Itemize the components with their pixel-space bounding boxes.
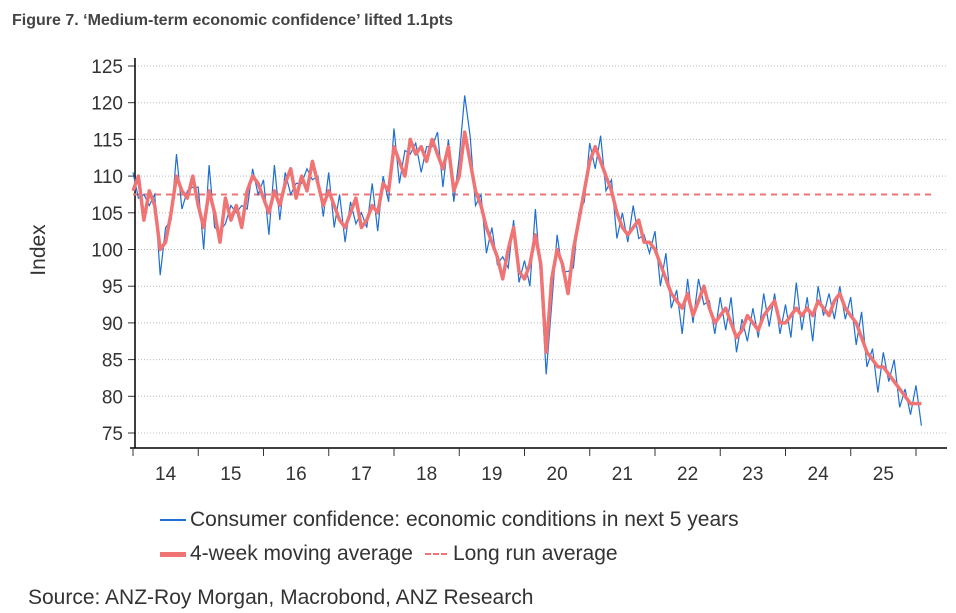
y-tick-label: 100	[91, 241, 123, 262]
legend-swatch-blue	[160, 519, 186, 521]
y-axis-label: Index	[27, 224, 50, 276]
line-chart: 75 80 85 90 95 100 105 110 115 120 125 14 15 16 17 18 19…	[27, 57, 947, 485]
x-tick-label: 22	[677, 464, 698, 485]
x-tick-label: 17	[351, 464, 372, 485]
x-tick-label: 16	[286, 464, 307, 485]
x-tick-label: 24	[808, 464, 830, 485]
y-tick-label: 110	[93, 167, 123, 188]
x-tick-label: 19	[481, 464, 502, 485]
legend-item-ma: 4-week moving average Long run average	[160, 542, 618, 566]
x-tick-label: 18	[416, 464, 437, 485]
legend-label: Consumer confidence: economic conditions…	[190, 508, 739, 531]
moving-average-line	[131, 130, 922, 406]
y-tick-label: 120	[91, 94, 123, 115]
y-tick-label: 80	[102, 387, 123, 408]
y-tick-label: 90	[102, 314, 123, 335]
legend-label: Long run average	[452, 542, 618, 565]
y-tick-label: 105	[91, 204, 123, 225]
y-tick-label: 85	[102, 351, 123, 372]
legend-label: 4-week moving average	[190, 542, 413, 565]
x-tick-label: 20	[547, 464, 568, 485]
y-tick-label: 95	[102, 277, 123, 298]
x-tick-label: 21	[612, 464, 633, 485]
series	[131, 95, 932, 426]
grid	[135, 65, 947, 434]
legend-swatch-dashed	[424, 553, 447, 555]
y-tick-label: 115	[93, 130, 123, 151]
legend-swatch-red	[160, 551, 186, 557]
x-tick-label: 25	[873, 464, 894, 485]
legend-item-consumer: Consumer confidence: economic conditions…	[160, 508, 739, 532]
chart-title: Figure 7. ‘Medium-term economic confiden…	[12, 12, 453, 29]
x-tick-label: 15	[220, 464, 241, 485]
source-note: Source: ANZ-Roy Morgan, Macrobond, ANZ R…	[28, 586, 534, 609]
axes: 75 80 85 90 95 100 105 110 115 120 125 14 15 16 17 18 19…	[91, 57, 947, 485]
x-tick-label: 23	[742, 464, 763, 485]
y-tick-label: 125	[91, 57, 123, 78]
x-tick-label: 14	[155, 464, 177, 485]
y-tick-label: 75	[102, 424, 123, 445]
consumer-confidence-line	[132, 95, 922, 426]
